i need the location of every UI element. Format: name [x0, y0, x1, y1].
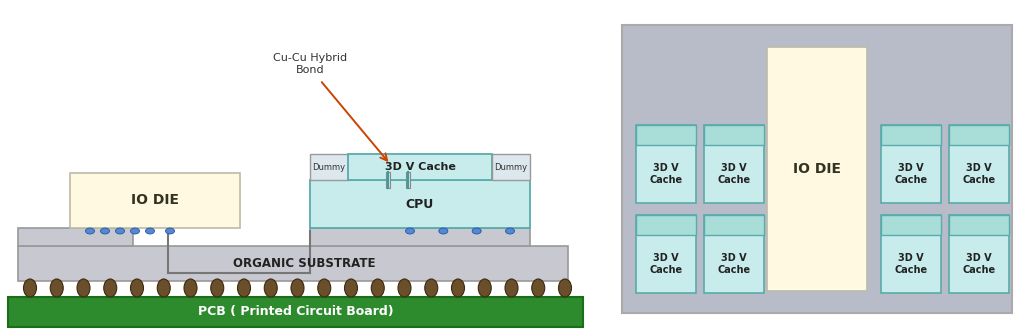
- Ellipse shape: [145, 228, 155, 234]
- Text: PCB ( Printed Circuit Board): PCB ( Printed Circuit Board): [198, 306, 393, 319]
- Ellipse shape: [531, 279, 545, 297]
- Bar: [386, 172, 390, 188]
- Bar: [767, 47, 867, 291]
- Text: 3D V
Cache: 3D V Cache: [718, 162, 751, 185]
- Bar: [348, 154, 492, 180]
- Bar: [636, 215, 696, 293]
- Text: 3D V
Cache: 3D V Cache: [718, 253, 751, 275]
- Ellipse shape: [77, 279, 90, 297]
- Text: 3D V
Cache: 3D V Cache: [649, 162, 683, 185]
- Bar: [636, 125, 696, 203]
- Bar: [636, 125, 696, 144]
- Bar: [18, 228, 133, 246]
- Ellipse shape: [478, 279, 492, 297]
- Bar: [636, 215, 696, 234]
- Bar: [310, 180, 530, 228]
- Ellipse shape: [317, 279, 331, 297]
- Bar: [310, 228, 530, 246]
- Ellipse shape: [85, 228, 94, 234]
- Bar: [881, 125, 941, 144]
- Text: IO DIE: IO DIE: [793, 162, 841, 176]
- Bar: [881, 215, 941, 293]
- Text: Dummy: Dummy: [495, 162, 527, 172]
- Ellipse shape: [130, 279, 143, 297]
- Ellipse shape: [506, 228, 514, 234]
- Ellipse shape: [238, 279, 251, 297]
- Ellipse shape: [558, 279, 571, 297]
- Text: 3D V Cache: 3D V Cache: [385, 162, 456, 172]
- Text: 3D V
Cache: 3D V Cache: [963, 253, 995, 275]
- Text: ORGANIC SUBSTRATE: ORGANIC SUBSTRATE: [232, 257, 375, 270]
- Ellipse shape: [291, 279, 304, 297]
- Ellipse shape: [166, 228, 174, 234]
- Ellipse shape: [344, 279, 357, 297]
- Bar: [881, 125, 941, 203]
- Bar: [8, 297, 583, 327]
- Ellipse shape: [50, 279, 63, 297]
- Text: 3D V
Cache: 3D V Cache: [649, 253, 683, 275]
- Text: Dummy: Dummy: [312, 162, 345, 172]
- Text: 3D V
Cache: 3D V Cache: [894, 253, 928, 275]
- Bar: [70, 173, 240, 228]
- Ellipse shape: [100, 228, 110, 234]
- Ellipse shape: [425, 279, 437, 297]
- Ellipse shape: [452, 279, 465, 297]
- Bar: [949, 215, 1009, 293]
- Ellipse shape: [211, 279, 224, 297]
- Ellipse shape: [184, 279, 197, 297]
- Ellipse shape: [264, 279, 278, 297]
- Bar: [705, 215, 764, 234]
- Bar: [949, 125, 1009, 203]
- Bar: [407, 172, 411, 188]
- Ellipse shape: [372, 279, 384, 297]
- Text: 3D V
Cache: 3D V Cache: [894, 162, 928, 185]
- Bar: [949, 215, 1009, 234]
- Text: 3D V
Cache: 3D V Cache: [963, 162, 995, 185]
- Bar: [705, 215, 764, 293]
- Bar: [310, 154, 348, 180]
- Text: Cu-Cu Hybrid
Bond: Cu-Cu Hybrid Bond: [273, 53, 347, 75]
- Bar: [705, 125, 764, 144]
- Bar: [622, 25, 1012, 313]
- Ellipse shape: [116, 228, 125, 234]
- Bar: [492, 154, 530, 180]
- Ellipse shape: [398, 279, 411, 297]
- Ellipse shape: [439, 228, 447, 234]
- Ellipse shape: [505, 279, 518, 297]
- Ellipse shape: [158, 279, 170, 297]
- Ellipse shape: [406, 228, 415, 234]
- Ellipse shape: [103, 279, 117, 297]
- Bar: [881, 215, 941, 234]
- Bar: [949, 125, 1009, 144]
- Ellipse shape: [24, 279, 37, 297]
- Text: IO DIE: IO DIE: [131, 194, 179, 207]
- Bar: [705, 125, 764, 203]
- Ellipse shape: [472, 228, 481, 234]
- Bar: [18, 246, 568, 281]
- Ellipse shape: [130, 228, 139, 234]
- Text: CPU: CPU: [406, 198, 434, 210]
